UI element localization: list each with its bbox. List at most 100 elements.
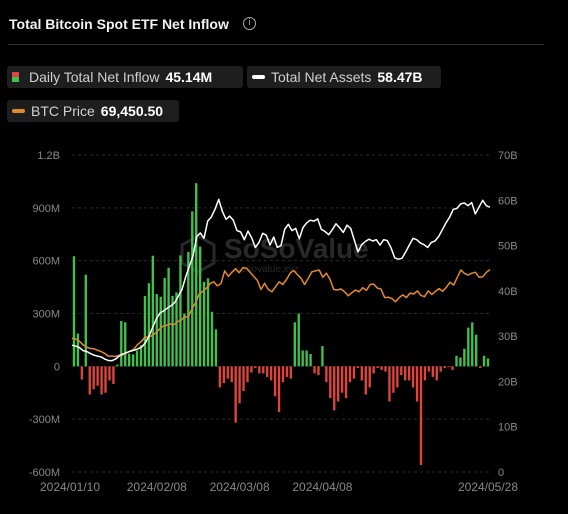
inflow-bar bbox=[92, 366, 95, 390]
inflow-bar bbox=[329, 366, 332, 399]
inflow-bar bbox=[340, 366, 344, 393]
y-left-tick-label: 0 bbox=[54, 361, 60, 373]
inflow-bar bbox=[163, 277, 166, 367]
inflow-bar bbox=[478, 366, 482, 369]
y-left-tick-label: 900M bbox=[32, 203, 60, 215]
y-right-tick-label: 30B bbox=[498, 331, 518, 343]
watermark-url: sosovalue.xyz bbox=[236, 264, 299, 275]
inflow-bar bbox=[317, 366, 320, 376]
inflow-bar bbox=[210, 311, 214, 367]
inflow-bar bbox=[96, 366, 99, 386]
inflow-bar bbox=[250, 366, 253, 373]
inflow-bar bbox=[309, 354, 312, 367]
inflow-bar bbox=[471, 322, 474, 367]
y-right-tick-label: 0 bbox=[498, 467, 504, 479]
inflow-bar bbox=[451, 366, 454, 370]
inflow-bar bbox=[183, 313, 186, 367]
inflow-bar bbox=[348, 366, 352, 383]
inflow-bar bbox=[427, 366, 431, 372]
x-tick-label: 2024/05/28 bbox=[458, 480, 518, 494]
legend-btc-price[interactable]: BTC Price 69,450.50 bbox=[7, 100, 179, 122]
inflow-bar bbox=[411, 366, 415, 388]
inflow-bar bbox=[392, 366, 395, 393]
inflow-bar bbox=[277, 366, 281, 413]
inflow-bar bbox=[230, 366, 233, 383]
inflow-bar bbox=[151, 255, 155, 367]
info-icon[interactable]: i bbox=[243, 17, 256, 30]
inflow-bar bbox=[423, 366, 427, 381]
y-right-tick-label: 40B bbox=[498, 286, 518, 298]
inflow-bar bbox=[313, 366, 316, 374]
inflow-bar bbox=[222, 366, 226, 384]
inflow-bar bbox=[376, 366, 379, 369]
inflow-bar bbox=[100, 366, 103, 395]
inflow-bar bbox=[191, 211, 194, 367]
line-icon bbox=[252, 75, 265, 79]
inflow-bar bbox=[171, 295, 174, 367]
btc-price-line bbox=[71, 267, 491, 358]
x-tick-label: 2024/01/10 bbox=[40, 480, 100, 494]
inflow-bar bbox=[120, 320, 123, 367]
inflow-bar bbox=[333, 366, 336, 411]
y-right-tick-label: 70B bbox=[498, 150, 518, 162]
inflow-bar bbox=[396, 366, 399, 388]
inflow-bar bbox=[187, 251, 190, 367]
inflow-bar bbox=[305, 350, 308, 367]
inflow-bar bbox=[372, 366, 375, 374]
y-left-tick-label: 1.2B bbox=[37, 150, 60, 162]
x-tick-label: 2024/03/08 bbox=[210, 480, 270, 494]
inflow-bar bbox=[108, 366, 111, 381]
inflow-bar bbox=[459, 357, 462, 367]
inflow-bar bbox=[124, 322, 127, 367]
inflow-bar bbox=[218, 366, 222, 388]
inflow-bar bbox=[321, 346, 324, 367]
inflow-bar bbox=[482, 355, 486, 367]
inflow-bar bbox=[262, 366, 265, 374]
inflow-bar bbox=[179, 255, 182, 367]
chart-title: Total Bitcoin Spot ETF Net Inflow bbox=[9, 16, 229, 32]
two-color-bar-icon bbox=[12, 72, 19, 82]
y-right-tick-label: 20B bbox=[498, 376, 518, 388]
legend-label: Total Net Assets bbox=[271, 69, 372, 85]
legend-total-net-assets[interactable]: Total Net Assets 58.47B bbox=[247, 66, 441, 88]
legend-daily-net-inflow[interactable]: Daily Total Net Inflow 45.14M bbox=[7, 66, 243, 88]
inflow-bar bbox=[368, 366, 371, 388]
y-left-tick-label: 300M bbox=[32, 309, 60, 321]
inflow-bar bbox=[463, 348, 466, 367]
inflow-bar bbox=[435, 366, 438, 381]
inflow-bar bbox=[127, 353, 131, 367]
inflow-bar bbox=[76, 333, 80, 367]
inflow-bar bbox=[281, 366, 285, 383]
inflow-bar bbox=[147, 283, 151, 367]
legend-value: 58.47B bbox=[377, 69, 423, 85]
inflow-bar bbox=[159, 296, 162, 367]
inflow-bar bbox=[325, 366, 328, 383]
inflow-bar bbox=[72, 256, 76, 367]
inflow-bar bbox=[258, 366, 261, 374]
inflow-bar bbox=[116, 364, 119, 367]
inflow-bar bbox=[289, 366, 293, 379]
inflow-bar bbox=[431, 366, 435, 377]
x-tick-label: 2024/04/08 bbox=[292, 480, 352, 494]
inflow-bar bbox=[285, 366, 289, 377]
inflow-bar bbox=[84, 274, 87, 367]
legend-label: BTC Price bbox=[31, 103, 95, 119]
inflow-bar bbox=[254, 366, 257, 369]
inflow-bar bbox=[443, 366, 446, 369]
inflow-bar bbox=[352, 366, 356, 379]
inflow-bar bbox=[266, 366, 269, 377]
inflow-bar bbox=[273, 366, 277, 397]
inflow-bar bbox=[135, 350, 139, 367]
inflow-bar bbox=[467, 327, 470, 367]
inflow-bar bbox=[80, 366, 84, 380]
inflow-bar bbox=[198, 246, 202, 367]
inflow-bar bbox=[455, 355, 458, 367]
inflow-bar bbox=[214, 329, 218, 367]
inflow-bar bbox=[175, 292, 178, 367]
inflow-bar bbox=[475, 334, 478, 367]
inflow-bar bbox=[344, 366, 348, 399]
inflow-bar bbox=[293, 322, 296, 367]
inflow-bar bbox=[195, 183, 198, 367]
